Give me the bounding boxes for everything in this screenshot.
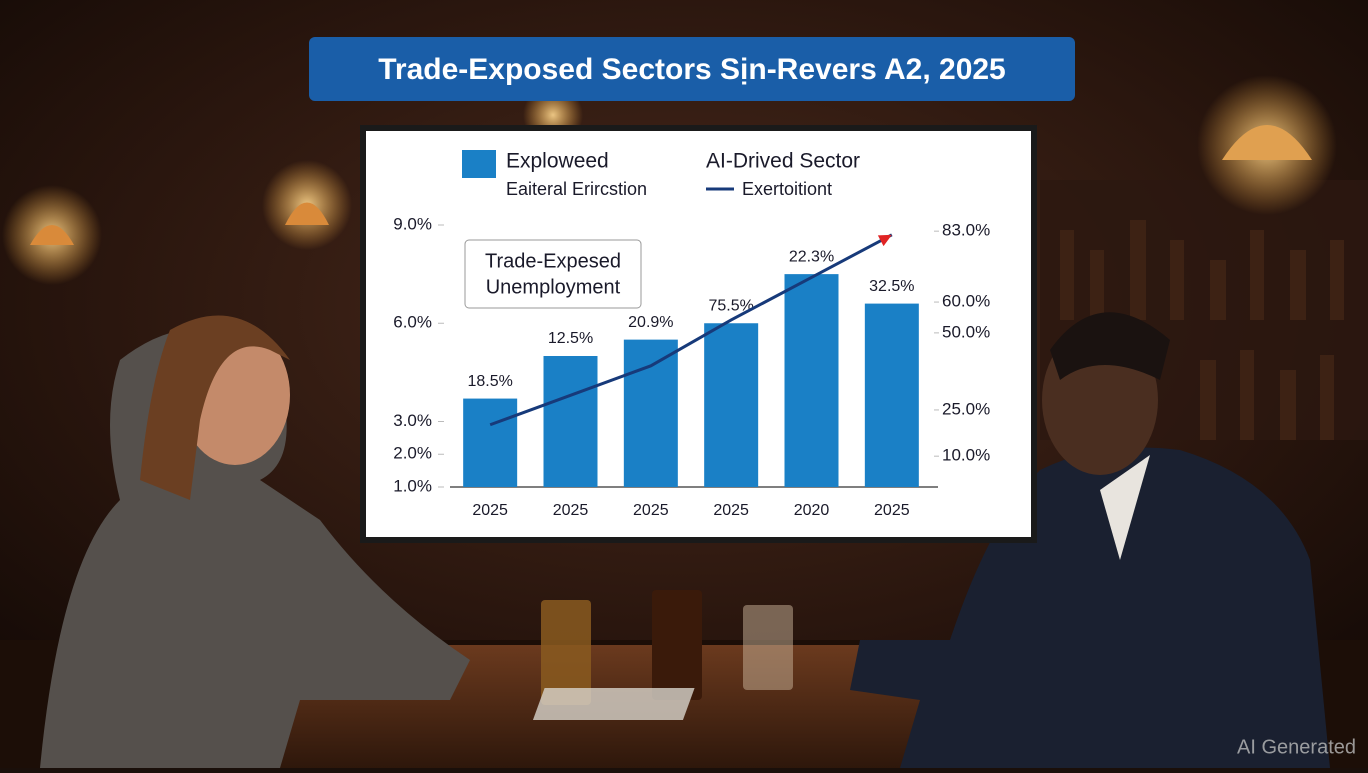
bar-annotation: 75.5% [708,297,753,314]
bar [543,356,598,487]
y2-tick-label: 60.0% [942,292,990,311]
person-left [40,315,470,768]
y-tick-label: 2.0% [393,444,432,463]
chart-title: Trade-Exposed Sectors Sịn-Revers A2, 202… [378,53,1006,86]
legend-swatch [462,150,496,178]
x-tick-label: 2025 [633,502,669,519]
bar-annotation: 18.5% [467,373,512,390]
x-tick-label: 2025 [713,502,749,519]
glasses [532,590,793,720]
legend-label: AI-Drived Sector [706,150,860,173]
watermark: AI Generated [1237,736,1356,758]
y-tick-label: 6.0% [393,313,432,332]
annotation-text: Unemployment [486,276,621,298]
person-right [850,312,1330,768]
y2-tick-label: 10.0% [942,446,990,465]
line [489,233,893,427]
y-tick-label: 1.0% [393,476,432,495]
bottles [1060,220,1344,440]
lamps [2,75,1337,285]
bar [623,339,678,487]
y2-tick-label: 50.0% [942,322,990,341]
x-tick-label: 2020 [794,502,830,519]
annotation-text: Trade-Expesed [485,250,621,272]
y2-tick-label: 83.0% [942,221,990,240]
annotation-box [464,239,642,309]
x-tick-label: 2025 [874,502,910,519]
legend-label: Exploweed [506,150,609,173]
x-tick-label: 2025 [472,502,508,519]
legend-note: Exertoitiont [742,179,832,199]
bar [704,323,759,487]
legend-note: Eaiteral Erircstion [506,179,647,199]
bar [864,303,919,487]
bar-annotation: 32.5% [869,278,914,295]
bar [463,398,518,487]
arrow-head [877,234,892,247]
bar-annotation: 22.3% [789,248,834,265]
bar-annotation: 12.5% [548,330,593,347]
y-tick-label: 9.0% [393,214,432,233]
bar-annotation: 20.9% [628,314,673,331]
x-tick-label: 2025 [553,502,589,519]
bar [784,274,839,487]
y2-tick-label: 25.0% [942,399,990,418]
y-tick-label: 3.0% [393,411,432,430]
title-banner [309,37,1075,101]
